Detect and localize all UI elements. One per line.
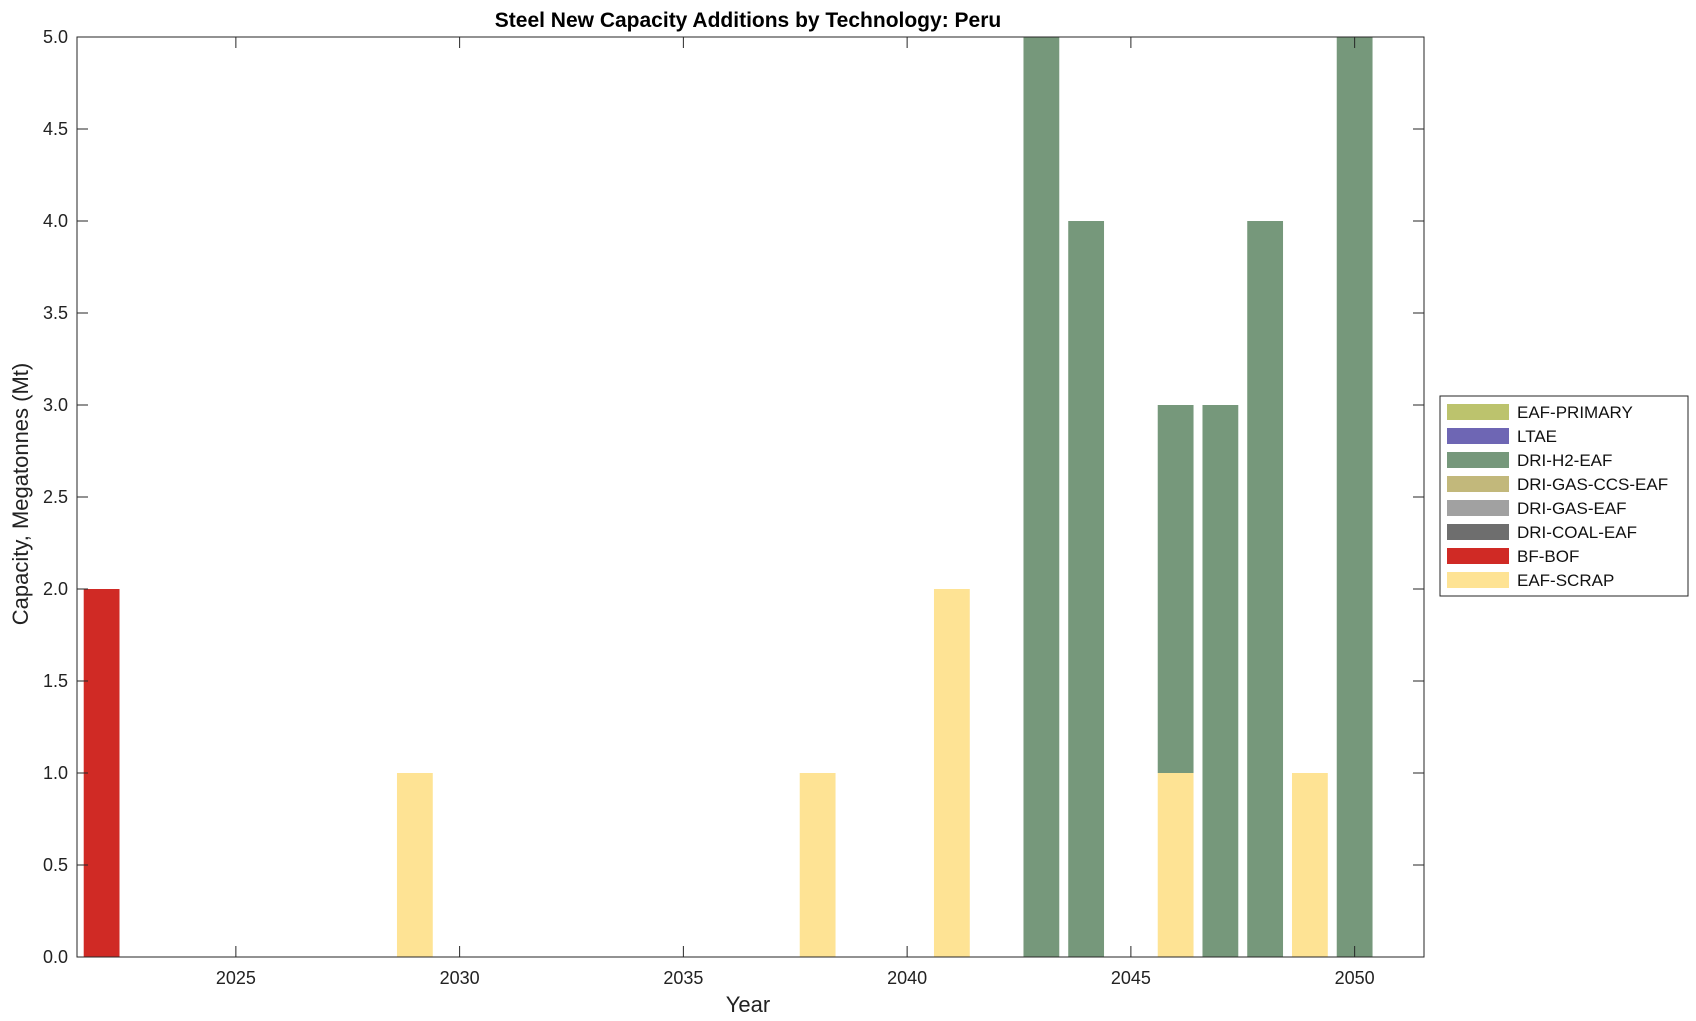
legend: EAF-PRIMARY LTAE DRI-H2-EAF DRI-GAS-CCS-EAF…	[1439, 395, 1689, 597]
x-tick-label: 2050	[1335, 968, 1375, 988]
y-tick-label: 3.0	[43, 395, 68, 415]
legend-swatch-dri-gas-ccs-eaf	[1447, 476, 1509, 492]
y-tick-label: 2.5	[43, 487, 68, 507]
legend-label-dri-gas-ccs-eaf: DRI-GAS-CCS-EAF	[1517, 475, 1668, 494]
x-tick-label: 2040	[887, 968, 927, 988]
legend-swatch-ltae	[1447, 428, 1509, 444]
legend-swatch-eaf-scrap	[1447, 572, 1509, 588]
bar-dri-h2-eaf-2047	[1202, 405, 1239, 957]
legend-label-eaf-scrap: EAF-SCRAP	[1517, 571, 1614, 590]
legend-label-bf-bof: BF-BOF	[1517, 547, 1579, 566]
bars-layer	[83, 37, 1373, 957]
legend-label-dri-h2-eaf: DRI-H2-EAF	[1517, 451, 1612, 470]
bar-dri-h2-eaf-2046	[1157, 405, 1194, 773]
bar-eaf-scrap-2038	[799, 773, 836, 957]
legend-label-ltae: LTAE	[1517, 427, 1557, 446]
y-tick-label: 4.0	[43, 211, 68, 231]
y-tick-label: 0.5	[43, 855, 68, 875]
y-tick-label: 1.5	[43, 671, 68, 691]
bar-eaf-scrap-2049	[1291, 773, 1328, 957]
bar-dri-h2-eaf-2044	[1068, 221, 1105, 957]
y-tick-label: 0.0	[43, 947, 68, 967]
x-tick-label: 2025	[216, 968, 256, 988]
bar-dri-h2-eaf-2048	[1247, 221, 1284, 957]
x-tick-label: 2035	[663, 968, 703, 988]
legend-swatch-dri-h2-eaf	[1447, 452, 1509, 468]
axis-ticks	[77, 36, 1424, 958]
x-tick-label: 2045	[1111, 968, 1151, 988]
legend-box	[1439, 395, 1689, 597]
y-tick-label: 1.0	[43, 763, 68, 783]
bar-eaf-scrap-2029	[396, 773, 433, 957]
x-tick-labels: 2025 2030 2035 2040 2045 2050	[216, 968, 1375, 988]
y-tick-label: 4.5	[43, 119, 68, 139]
legend-swatch-bf-bof	[1447, 548, 1509, 564]
bar-dri-h2-eaf-2043	[1023, 37, 1060, 957]
bar-dri-h2-eaf-2050	[1336, 37, 1373, 957]
legend-swatch-dri-gas-eaf	[1447, 500, 1509, 516]
y-tick-labels: 0.0 0.5 1.0 1.5 2.0 2.5 3.0 3.5 4.0 4.5 5.0	[43, 27, 68, 967]
x-tick-label: 2030	[440, 968, 480, 988]
legend-swatch-eaf-primary	[1447, 404, 1509, 420]
chart-title: Steel New Capacity Additions by Technolo…	[495, 9, 1001, 32]
y-tick-label: 2.0	[43, 579, 68, 599]
y-axis-label: Capacity, Megatonnes (Mt)	[8, 363, 33, 625]
legend-label-dri-coal-eaf: DRI-COAL-EAF	[1517, 523, 1637, 542]
x-axis-label: Year	[726, 992, 770, 1017]
bar-bf-bof-2022	[83, 589, 120, 957]
bar-eaf-scrap-2041	[933, 589, 970, 957]
legend-swatch-dri-coal-eaf	[1447, 524, 1509, 540]
legend-label-dri-gas-eaf: DRI-GAS-EAF	[1517, 499, 1627, 518]
y-tick-label: 5.0	[43, 27, 68, 47]
y-tick-label: 3.5	[43, 303, 68, 323]
bar-eaf-scrap-2046	[1157, 773, 1194, 957]
legend-label-eaf-primary: EAF-PRIMARY	[1517, 403, 1633, 422]
